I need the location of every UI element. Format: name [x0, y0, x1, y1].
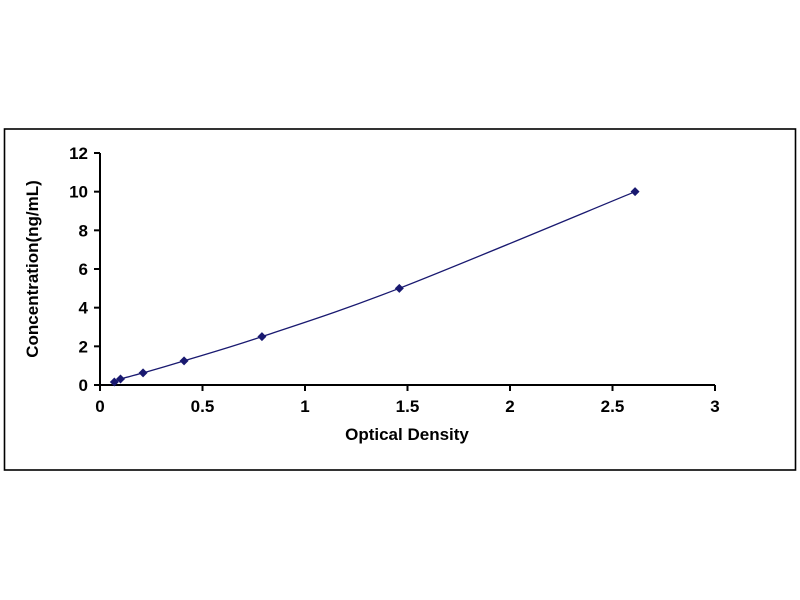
x-axis-title: Optical Density — [345, 425, 469, 444]
data-point-diamond — [109, 377, 119, 387]
x-tick-label: 1.5 — [396, 397, 420, 416]
y-tick-label: 2 — [79, 337, 88, 356]
x-tick-label: 2.5 — [601, 397, 625, 416]
chart-border — [3, 128, 797, 471]
y-axis-title: Concentration(ng/mL) — [23, 180, 42, 358]
data-point-diamond — [179, 356, 189, 366]
data-point-diamond — [394, 283, 404, 293]
x-tick-label: 1 — [300, 397, 309, 416]
x-tick-label: 0.5 — [191, 397, 215, 416]
data-point-diamond — [138, 368, 148, 378]
y-tick-label: 6 — [79, 260, 88, 279]
data-point-diamond — [257, 332, 267, 342]
x-tick-label: 2 — [505, 397, 514, 416]
y-tick-label: 4 — [79, 299, 89, 318]
axes — [99, 153, 715, 386]
data-point-markers — [109, 187, 640, 387]
y-tick-label: 12 — [69, 144, 88, 163]
data-point-diamond — [630, 187, 640, 197]
x-tick-label: 0 — [95, 397, 104, 416]
y-axis-ticks: 0 2 4 6 8 10 12 — [69, 144, 100, 395]
y-tick-label: 8 — [79, 221, 88, 240]
data-point-diamond — [116, 374, 125, 384]
y-tick-label: 0 — [79, 376, 88, 395]
x-tick-label: 3 — [710, 397, 719, 416]
curve-line — [114, 191, 636, 383]
y-tick-label: 10 — [69, 183, 88, 202]
x-axis-ticks: 0 0.5 1 1.5 2 2.5 3 — [95, 385, 720, 416]
